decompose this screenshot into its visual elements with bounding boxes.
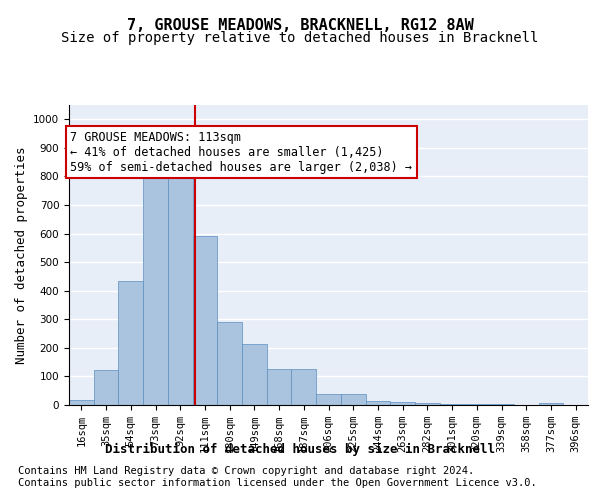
Bar — [217, 322, 242, 405]
Bar — [193, 236, 217, 405]
Bar — [143, 178, 168, 405]
Bar — [69, 400, 94, 405]
Bar — [464, 404, 489, 405]
Bar — [415, 403, 440, 405]
Bar — [539, 402, 563, 405]
Bar — [316, 394, 341, 405]
Bar — [341, 394, 365, 405]
Bar — [292, 370, 316, 405]
Bar — [267, 370, 292, 405]
Bar — [390, 402, 415, 405]
Bar — [365, 402, 390, 405]
Text: Size of property relative to detached houses in Bracknell: Size of property relative to detached ho… — [61, 31, 539, 45]
Text: 7 GROUSE MEADOWS: 113sqm
← 41% of detached houses are smaller (1,425)
59% of sem: 7 GROUSE MEADOWS: 113sqm ← 41% of detach… — [70, 130, 412, 174]
Bar — [440, 404, 464, 405]
Text: Contains public sector information licensed under the Open Government Licence v3: Contains public sector information licen… — [18, 478, 537, 488]
Text: 7, GROUSE MEADOWS, BRACKNELL, RG12 8AW: 7, GROUSE MEADOWS, BRACKNELL, RG12 8AW — [127, 18, 473, 32]
Text: Distribution of detached houses by size in Bracknell: Distribution of detached houses by size … — [105, 442, 495, 456]
Text: Contains HM Land Registry data © Crown copyright and database right 2024.: Contains HM Land Registry data © Crown c… — [18, 466, 474, 476]
Bar — [489, 404, 514, 405]
Bar — [242, 344, 267, 405]
Y-axis label: Number of detached properties: Number of detached properties — [14, 146, 28, 364]
Bar — [118, 280, 143, 405]
Bar — [94, 370, 118, 405]
Bar — [168, 174, 193, 405]
